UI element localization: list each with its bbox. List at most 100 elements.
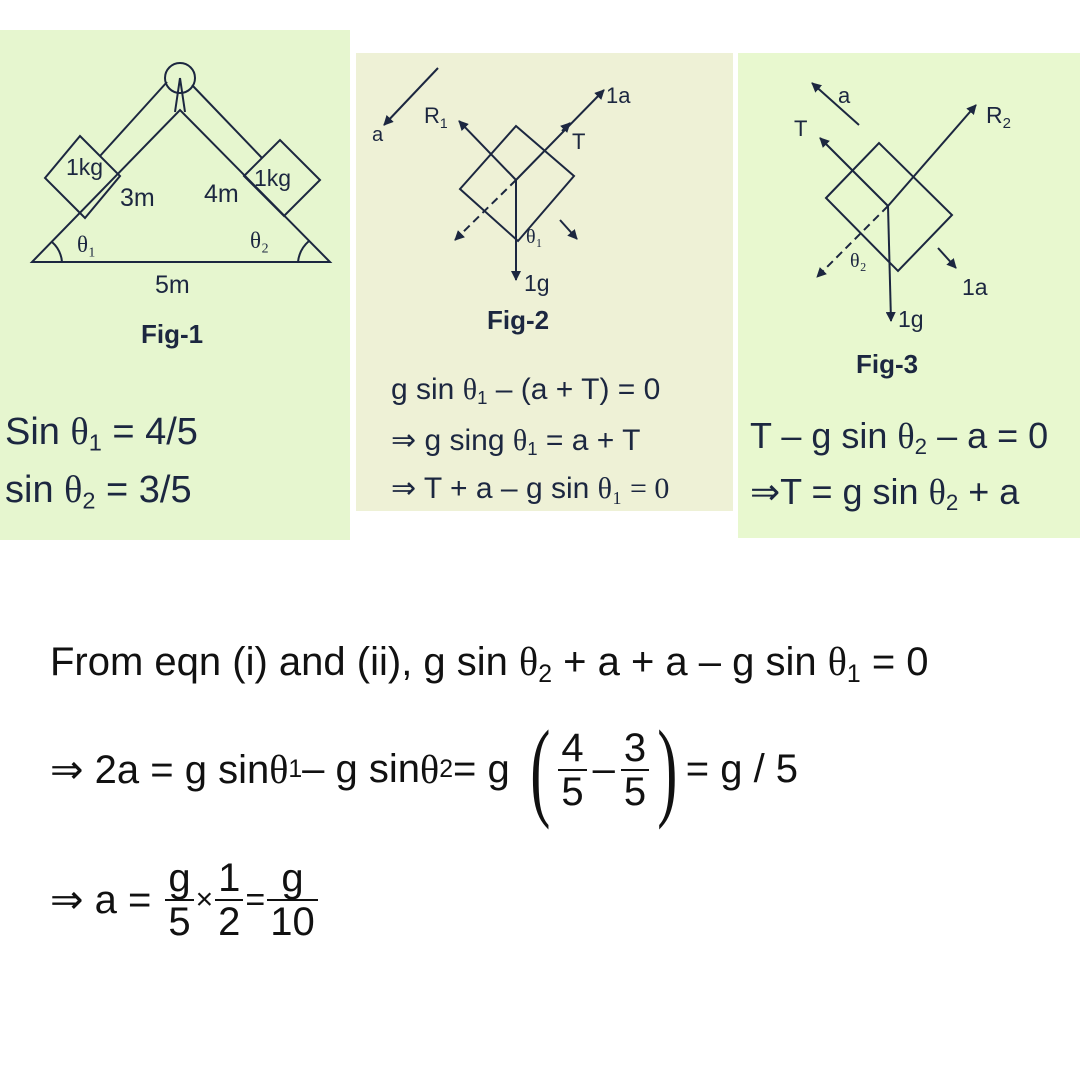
subscript: 2 [439, 755, 453, 783]
theta-symbol: θ [64, 469, 83, 511]
fig3-line2: ⇒T = g sin θ2 + a [750, 471, 1019, 516]
fig3-line2-a: ⇒T = g sin [750, 471, 929, 512]
subscript: 2 [914, 434, 928, 460]
right-paren: ) [657, 708, 678, 830]
arrow-t [819, 137, 889, 207]
numerator: 1 [215, 857, 244, 901]
arrow-1a [937, 247, 957, 269]
derivation-line1: From eqn (i) and (ii), g sin θ 2 + a + a … [50, 638, 929, 689]
arrow-r2 [887, 104, 977, 207]
denominator: 5 [623, 769, 647, 814]
theta-symbol: θ [928, 472, 946, 512]
left-paren: ( [529, 708, 551, 830]
label-r2: R2 [986, 102, 1011, 132]
line2-text-c: = g [453, 747, 510, 791]
subscript: 1 [288, 755, 303, 783]
fig2-line1-a: g sin [391, 373, 463, 406]
fig1-eq2-rest: = 3/5 [95, 469, 192, 511]
fig1-eq1: Sin θ1 = 4/5 [5, 410, 198, 457]
label-a: a [838, 83, 851, 108]
theta-symbol: θ [269, 747, 289, 792]
arrow-component [559, 219, 578, 240]
subscript: 1 [527, 438, 538, 460]
subscript: 1 [477, 387, 488, 409]
subscript: 1 [88, 429, 102, 456]
fig2-panel: a R1 1a T θ₁ 1g Fig-2 g sin θ1 – (a + T)… [356, 53, 733, 511]
fig1-eq2: sin θ2 = 3/5 [5, 468, 192, 515]
base-label: 5m [155, 271, 190, 299]
arrow-1g [885, 205, 896, 322]
fig3-line1-a: T – g sin [750, 415, 898, 456]
arrow-a [811, 82, 860, 126]
denominator: 5 [561, 769, 584, 814]
fig3-line2-b: + a [958, 471, 1020, 512]
label-t: T [794, 116, 807, 141]
line1-text-b: + a + a – g sin [552, 640, 828, 684]
fig3-line1-b: – a = 0 [927, 415, 1049, 456]
denominator: 2 [218, 900, 241, 944]
side-right-label: 4m [204, 180, 239, 208]
left-block [43, 134, 122, 220]
fig2-caption: Fig-2 [487, 305, 549, 335]
fig3-block [824, 141, 954, 273]
fig2-line2-a: ⇒ g sing [391, 424, 513, 457]
fig2-diagram: a R1 1a T θ₁ 1g Fig-2 [372, 67, 631, 335]
label-a: a [372, 124, 384, 146]
fig1-eq1-prefix: Sin [5, 411, 71, 453]
fig2-line3-a: ⇒ T + a – g sin [391, 472, 598, 505]
label-theta1: θ₁ [526, 226, 543, 248]
fig2-line2-b: = a + T [537, 424, 641, 457]
block-right-label: 1kg [254, 165, 291, 191]
arrow-a [383, 67, 439, 126]
numerator: 3 [620, 727, 650, 771]
subscript: 2 [538, 660, 552, 688]
line3-text-a: ⇒ a = [50, 878, 152, 922]
fig2-line3-b: θ₁ = 0 [597, 472, 670, 505]
fig3-caption: Fig-3 [856, 349, 918, 379]
fig2-block [458, 124, 576, 243]
numerator: g [165, 857, 194, 901]
label-t: T [572, 129, 585, 154]
minus-sign: – [592, 747, 615, 791]
right-block [242, 138, 322, 218]
subscript: 1 [846, 660, 861, 688]
fig3-diagram: a T R2 θ₂ 1a 1g Fig-3 [794, 82, 1011, 379]
fig3-panel: a T R2 θ₂ 1a 1g Fig-3 T – g sin θ2 – a =… [738, 53, 1080, 538]
fig2-line2: ⇒ g sing θ1 = a + T [391, 423, 640, 460]
arrow-dashed [454, 179, 517, 241]
fig1-diagram: 1kg 1kg 3m 4m 5m θ₁ θ₂ Fig-1 [29, 62, 333, 349]
theta-symbol: θ [462, 373, 478, 406]
side-left-label: 3m [120, 184, 155, 212]
right-string [191, 84, 263, 159]
denominator: 5 [168, 900, 191, 944]
fig1-caption: Fig-1 [141, 319, 203, 349]
times-sign: × [195, 883, 214, 916]
label-1a: 1a [962, 274, 988, 300]
numerator: 4 [558, 727, 587, 771]
line1-text-a: From eqn (i) and (ii), g sin [50, 640, 520, 684]
label-1g: 1g [524, 270, 550, 296]
fig2-line1-b: – (a + T) = 0 [487, 373, 661, 406]
arrow-r1 [458, 120, 517, 181]
line2-text-a: ⇒ 2a = g sin [50, 747, 270, 792]
equals-sign: = [245, 880, 266, 919]
left-string [99, 81, 168, 157]
theta-symbol: θ [897, 416, 915, 456]
subscript: 2 [82, 487, 96, 514]
angle-theta2-label: θ₂ [250, 228, 269, 253]
fig2-line1: g sin θ1 – (a + T) = 0 [391, 373, 660, 409]
theta-symbol: θ [512, 424, 528, 457]
label-theta2: θ₂ [850, 250, 867, 272]
angle-theta1-label: θ₁ [77, 232, 96, 257]
numerator: g [267, 857, 318, 901]
theta-symbol: θ [827, 639, 847, 684]
arrow-t [515, 89, 605, 181]
line2-text-d: = g / 5 [685, 747, 799, 791]
fig1-panel: 1kg 1kg 3m 4m 5m θ₁ θ₂ Fig-1 Sin θ1 = 4/… [0, 30, 350, 540]
fraction-g-10: g 10 [267, 857, 318, 943]
